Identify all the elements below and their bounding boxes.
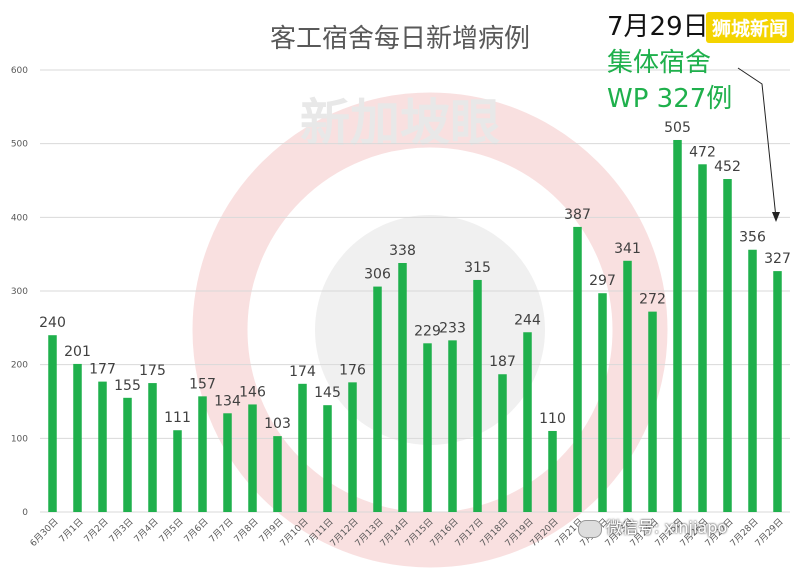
data-label: 338 bbox=[389, 243, 416, 259]
data-label: 327 bbox=[764, 251, 791, 267]
data-label: 341 bbox=[614, 241, 641, 257]
bar bbox=[623, 260, 632, 512]
bar bbox=[223, 413, 232, 512]
data-label: 272 bbox=[639, 292, 666, 308]
bar bbox=[198, 396, 207, 512]
bar bbox=[748, 249, 757, 512]
x-tick-label: 7月4日 bbox=[132, 516, 161, 545]
bar bbox=[423, 343, 432, 512]
chart-title: 客工宿舍每日新增病例 bbox=[269, 24, 530, 54]
bars bbox=[48, 139, 782, 512]
bar bbox=[273, 436, 282, 512]
watermark-center-text: 新加坡眼 bbox=[300, 94, 500, 152]
watermark-logo: 新加坡眼 bbox=[192, 92, 668, 568]
x-tick-label: 7月2日 bbox=[82, 516, 111, 545]
bar bbox=[173, 430, 182, 512]
bar bbox=[773, 271, 782, 512]
annotation-line-2: WP 327例 bbox=[607, 84, 733, 114]
y-tick-label: 200 bbox=[11, 361, 28, 371]
x-tick-label: 7月8日 bbox=[232, 516, 261, 545]
bar bbox=[348, 382, 357, 512]
data-label: 472 bbox=[689, 144, 716, 160]
y-tick-label: 0 bbox=[22, 508, 28, 518]
y-tick-label: 400 bbox=[11, 213, 28, 223]
wechat-icon bbox=[578, 519, 602, 538]
data-label: 174 bbox=[289, 364, 316, 380]
y-tick-label: 300 bbox=[11, 287, 28, 297]
bar bbox=[648, 311, 657, 512]
data-label: 145 bbox=[314, 385, 341, 401]
bar bbox=[73, 363, 82, 512]
data-label: 240 bbox=[39, 315, 66, 331]
x-tick-label: 7月6日 bbox=[182, 516, 211, 545]
data-label: 155 bbox=[114, 378, 141, 394]
data-label: 201 bbox=[64, 344, 91, 360]
data-label: 315 bbox=[464, 260, 491, 276]
data-label: 306 bbox=[364, 267, 391, 283]
data-label: 452 bbox=[714, 159, 741, 175]
data-label: 387 bbox=[564, 207, 591, 223]
bar bbox=[48, 335, 57, 512]
bar bbox=[498, 374, 507, 512]
data-label: 134 bbox=[214, 393, 241, 409]
bar bbox=[123, 397, 132, 512]
data-label: 505 bbox=[664, 120, 691, 136]
bar bbox=[398, 263, 407, 512]
x-tick-label: 7月3日 bbox=[107, 516, 136, 545]
data-label: 244 bbox=[514, 312, 541, 328]
data-label: 157 bbox=[189, 376, 216, 392]
y-axis-ticks: 0 100 200 300 400 500 600 bbox=[11, 66, 28, 518]
y-tick-label: 100 bbox=[11, 434, 28, 444]
x-tick-label: 7月29日 bbox=[753, 516, 786, 549]
bar bbox=[373, 286, 382, 512]
data-label: 187 bbox=[489, 354, 516, 370]
x-tick-label: 6月30日 bbox=[28, 516, 61, 549]
bar bbox=[523, 332, 532, 512]
y-tick-label: 600 bbox=[11, 66, 28, 76]
data-label: 103 bbox=[264, 416, 291, 432]
data-label: 146 bbox=[239, 384, 266, 400]
bar bbox=[448, 340, 457, 512]
x-tick-label: 7月5日 bbox=[157, 516, 186, 545]
bar bbox=[98, 381, 107, 512]
bar bbox=[548, 430, 557, 512]
bar bbox=[248, 404, 257, 512]
bar bbox=[698, 164, 707, 512]
watermark-bottom-text: 微信号: xinjiapo bbox=[606, 518, 728, 537]
annotation-line-1: 集体宿舍 bbox=[607, 48, 712, 78]
data-label: 356 bbox=[739, 230, 766, 246]
data-label: 110 bbox=[539, 411, 566, 427]
bar bbox=[573, 226, 582, 512]
annotation-date: 7月29日 bbox=[607, 12, 709, 42]
data-label: 111 bbox=[164, 410, 191, 426]
data-label: 177 bbox=[89, 362, 116, 378]
annotation-arrow bbox=[737, 67, 780, 222]
data-label: 175 bbox=[139, 363, 166, 379]
x-tick-label: 7月7日 bbox=[207, 516, 236, 545]
bar bbox=[598, 293, 607, 512]
watermark-bottom: 微信号: xinjiapo bbox=[578, 514, 727, 538]
data-label: 297 bbox=[589, 273, 616, 289]
data-label: 233 bbox=[439, 320, 466, 336]
watermark-badge: 狮城新闻 bbox=[705, 12, 794, 43]
data-label: 229 bbox=[414, 323, 441, 339]
y-tick-label: 500 bbox=[11, 140, 28, 150]
bar bbox=[298, 383, 307, 512]
data-label: 176 bbox=[339, 362, 366, 378]
bar bbox=[323, 405, 332, 512]
bar bbox=[473, 279, 482, 512]
x-tick-label: 7月1日 bbox=[57, 516, 86, 545]
bar bbox=[723, 179, 732, 512]
gridlines bbox=[40, 69, 790, 513]
bar bbox=[148, 383, 157, 512]
bar bbox=[673, 139, 682, 512]
